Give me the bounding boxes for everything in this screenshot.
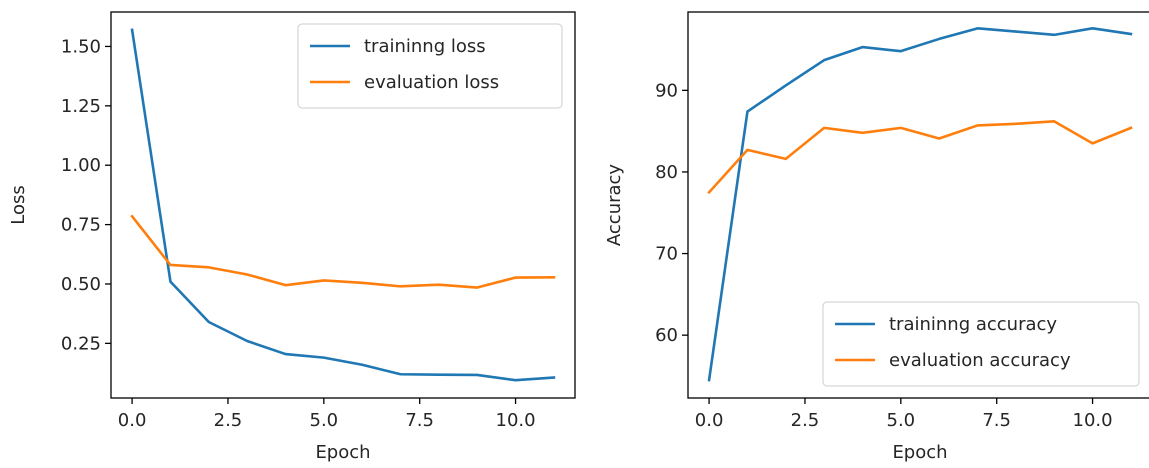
x-tick-label: 0.0: [695, 410, 724, 431]
legend-label: traininng accuracy: [889, 314, 1057, 335]
y-tick-label: 70: [655, 244, 678, 265]
legend-label: evaluation accuracy: [889, 350, 1071, 371]
legend: traininng loss evaluation loss: [297, 23, 563, 109]
y-tick-label: 60: [655, 325, 678, 346]
y-tick-label: 1.00: [61, 155, 101, 176]
y-axis-label: Accuracy: [604, 164, 625, 247]
x-tick-label: 2.5: [791, 410, 820, 431]
series-line-2: [130, 214, 556, 289]
series-line-1: [707, 27, 1133, 382]
x-tick-label: 2.5: [214, 410, 243, 431]
legend-label: evaluation loss: [364, 72, 499, 93]
series-line-1: [130, 28, 556, 382]
y-tick-label: 0.50: [61, 274, 101, 295]
x-tick-label: 5.0: [887, 410, 916, 431]
y-tick-label: 90: [655, 80, 678, 101]
x-axis-label: Epoch: [315, 442, 370, 463]
legend-box: [822, 301, 1140, 387]
x-tick-label: 0.0: [118, 410, 147, 431]
x-axis-label: Epoch: [892, 442, 947, 463]
series-line-2: [707, 120, 1133, 195]
legend-label: traininng loss: [364, 36, 486, 57]
plot-frame: [110, 11, 576, 399]
x-tick-label: 10.0: [496, 410, 536, 431]
x-tick-label: 7.5: [405, 410, 434, 431]
legend-box: [297, 23, 563, 109]
y-tick-label: 1.50: [61, 36, 101, 57]
legend: traininng accuracy evaluation accuracy: [822, 301, 1140, 387]
y-tick-label: 80: [655, 162, 678, 183]
x-tick-label: 10.0: [1073, 410, 1113, 431]
plot-frame: [687, 11, 1149, 399]
x-tick-label: 5.0: [310, 410, 339, 431]
chart-panel-2: 0.0 2.5 5.0 7.5 10.0 60 70 80 90 Epoch Accuracy tra…: [604, 11, 1149, 463]
y-tick-label: 0.75: [61, 215, 101, 236]
chart-panel-1: 0.0 2.5 5.0 7.5 10.0 0.25 0.50 0.75 1.00 1.25 1.50…: [8, 11, 576, 463]
x-tick-label: 7.5: [982, 410, 1011, 431]
y-tick-label: 1.25: [61, 96, 101, 117]
y-axis-label: Loss: [8, 185, 29, 224]
y-tick-label: 0.25: [61, 333, 101, 354]
